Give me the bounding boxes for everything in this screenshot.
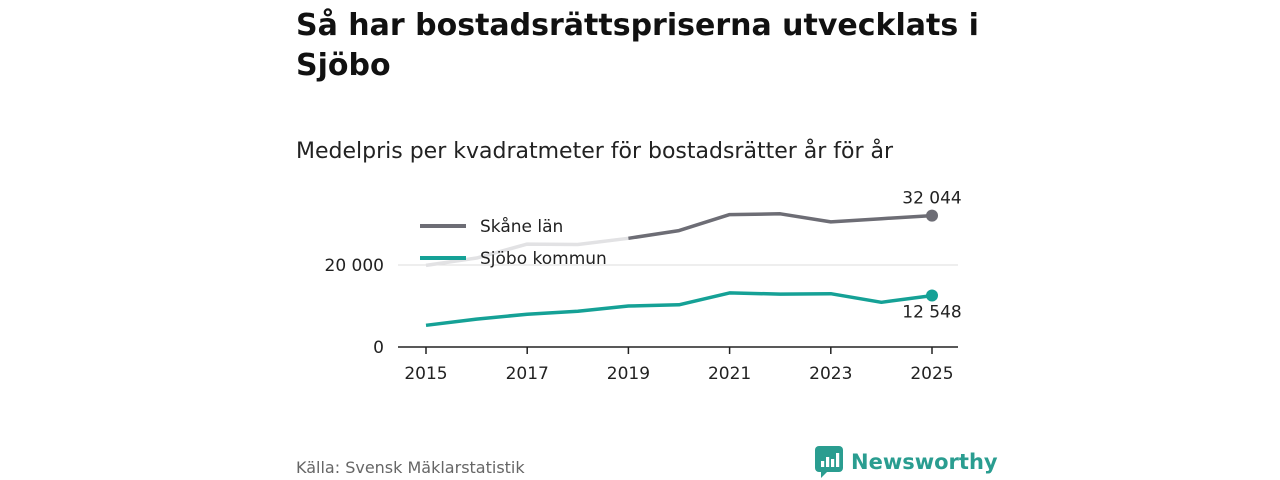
y-tick-label: 20 000 [325, 256, 384, 276]
x-tick-label: 2021 [708, 364, 751, 384]
end-point-skane [926, 209, 938, 222]
x-tick-label: 2023 [809, 364, 852, 384]
chart-title: Så har bostadsrättspriserna utvecklats i… [296, 8, 979, 83]
x-tick-label: 2017 [506, 364, 549, 384]
brand-name: Newsworthy [851, 450, 998, 474]
newsworthy-logo[interactable]: Newsworthy [815, 446, 998, 478]
source-note: Källa: Svensk Mäklarstatistik [296, 458, 525, 477]
legend-label-sjobo: Sjöbo kommun [480, 249, 607, 269]
x-tick-label: 2025 [910, 364, 953, 384]
series-line-sjobo [425, 291, 933, 328]
end-label-skane: 32 044 [902, 189, 961, 209]
series-line-skane-faded [425, 236, 629, 268]
chart-legend: Skåne län Sjöbo kommun [420, 216, 607, 269]
legend-label-skane: Skåne län [480, 216, 563, 237]
end-point-sjobo [926, 289, 938, 302]
x-tick-label: 2015 [404, 364, 447, 384]
chart-subtitle: Medelpris per kvadratmeter för bostadsrä… [296, 139, 894, 164]
y-tick-label: 0 [373, 338, 384, 358]
series-line-skane [628, 212, 933, 241]
x-tick-label: 2019 [607, 364, 650, 384]
newsworthy-logo-icon [815, 446, 843, 478]
end-label-sjobo: 12 548 [902, 303, 961, 323]
